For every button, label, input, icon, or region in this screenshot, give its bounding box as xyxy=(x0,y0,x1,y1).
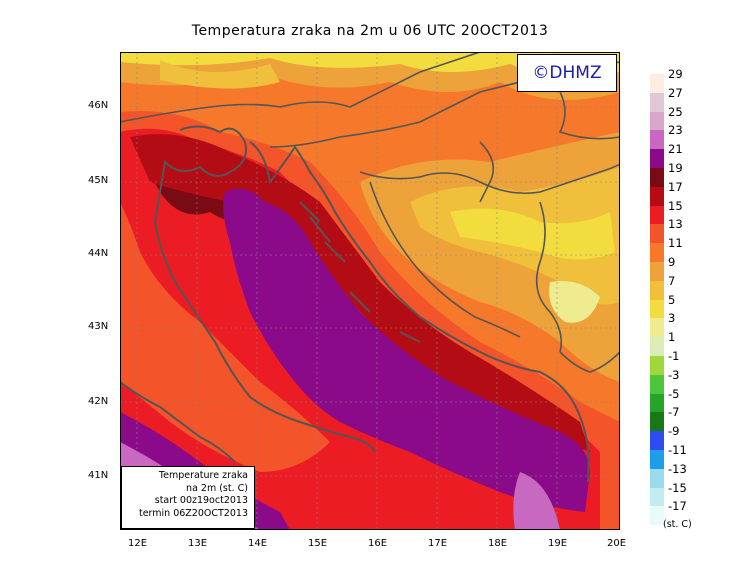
interior-pale xyxy=(549,281,600,323)
alpine-yellow xyxy=(120,52,620,77)
legend-swatch xyxy=(650,205,664,225)
legend-unit: (st. C) xyxy=(663,519,692,530)
legend-swatch xyxy=(650,468,664,488)
legend-label: -1 xyxy=(668,349,680,363)
lon-label: 19E xyxy=(548,538,568,549)
legend-swatch xyxy=(650,374,664,394)
legend-swatch xyxy=(650,186,664,206)
italy-orange-red xyxy=(120,202,330,472)
alpine-patch xyxy=(160,60,280,89)
lon-label: 20E xyxy=(607,538,627,549)
legend-label: 13 xyxy=(668,217,683,232)
lon-label: 14E xyxy=(248,538,268,549)
map-title: Temperatura zraka na 2m u 06 UTC 20OCT20… xyxy=(191,23,549,39)
legend-swatch xyxy=(650,506,664,526)
map-canvas xyxy=(120,52,620,530)
legend-swatch xyxy=(650,262,664,281)
legend-swatch xyxy=(650,299,664,319)
legend-swatch xyxy=(650,130,664,150)
legend-label: -13 xyxy=(668,461,687,476)
ionian-warm xyxy=(513,472,560,530)
legend-label: 29 xyxy=(668,67,683,81)
legend-swatch xyxy=(650,224,664,244)
info-line: Temperature zraka xyxy=(158,470,248,481)
interior-yellow xyxy=(450,208,615,260)
legend-swatch xyxy=(650,280,664,300)
legend-swatch xyxy=(650,168,664,187)
info-line: na 2m (st. C) xyxy=(186,482,248,494)
legend-label: 5 xyxy=(668,292,676,307)
legend-label: 17 xyxy=(668,179,683,194)
legend-swatch xyxy=(650,487,664,507)
legend-swatch xyxy=(650,111,664,131)
lon-label: 12E xyxy=(128,538,148,549)
lat-label: 44N xyxy=(88,248,109,259)
dhmz-logo: ©DHMZ xyxy=(517,54,617,92)
legend-swatch xyxy=(650,412,664,432)
legend-swatch xyxy=(650,337,664,357)
lon-label: 15E xyxy=(308,538,328,549)
legend-swatch xyxy=(650,92,664,112)
legend-label: -3 xyxy=(668,367,680,382)
legend-label: -9 xyxy=(668,424,680,439)
legend-label: -17 xyxy=(668,499,687,514)
lat-label: 43N xyxy=(88,321,109,332)
lat-label: 42N xyxy=(88,396,109,407)
info-line: termin 06Z20OCT2013 xyxy=(138,507,248,519)
coastal-dark-red xyxy=(130,134,590,452)
info-line: start 00z19oct2013 xyxy=(154,495,248,506)
lon-label: 13E xyxy=(188,538,208,549)
legend-swatch xyxy=(650,243,664,263)
legend-label: -11 xyxy=(668,443,687,457)
legend-label: -5 xyxy=(668,386,680,401)
legend-label: -7 xyxy=(668,405,680,420)
lat-label: 46N xyxy=(88,100,109,111)
adriatic-sea xyxy=(223,188,590,512)
legend-swatch xyxy=(650,356,664,375)
lon-label: 18E xyxy=(488,538,508,549)
lon-label: 17E xyxy=(428,538,448,549)
legend-label: 15 xyxy=(668,198,683,213)
temperature-map xyxy=(120,52,620,530)
legend-label: 19 xyxy=(668,161,683,175)
lat-label: 41N xyxy=(88,470,109,481)
legend-label: -15 xyxy=(668,480,687,495)
legend-swatch xyxy=(650,318,664,338)
legend-label: 11 xyxy=(668,236,683,251)
legend-swatch xyxy=(650,450,664,469)
legend-label: 25 xyxy=(668,104,683,119)
legend-label: 7 xyxy=(668,273,676,288)
legend-swatch xyxy=(650,149,664,169)
legend-swatch xyxy=(650,393,664,413)
coastlines xyxy=(120,125,590,483)
legend-label: 27 xyxy=(668,85,683,100)
legend-swatch xyxy=(650,431,664,451)
legend-label: 9 xyxy=(668,255,676,269)
lat-label: 45N xyxy=(88,175,109,186)
legend-label: 1 xyxy=(668,330,676,345)
lon-label: 16E xyxy=(368,538,388,549)
info-box: Temperature zraka na 2m (st. C) start 00… xyxy=(121,466,255,529)
legend-label: 23 xyxy=(668,123,683,138)
legend-label: 3 xyxy=(668,311,676,326)
legend-label: 21 xyxy=(668,142,683,157)
legend-swatch xyxy=(650,74,664,93)
